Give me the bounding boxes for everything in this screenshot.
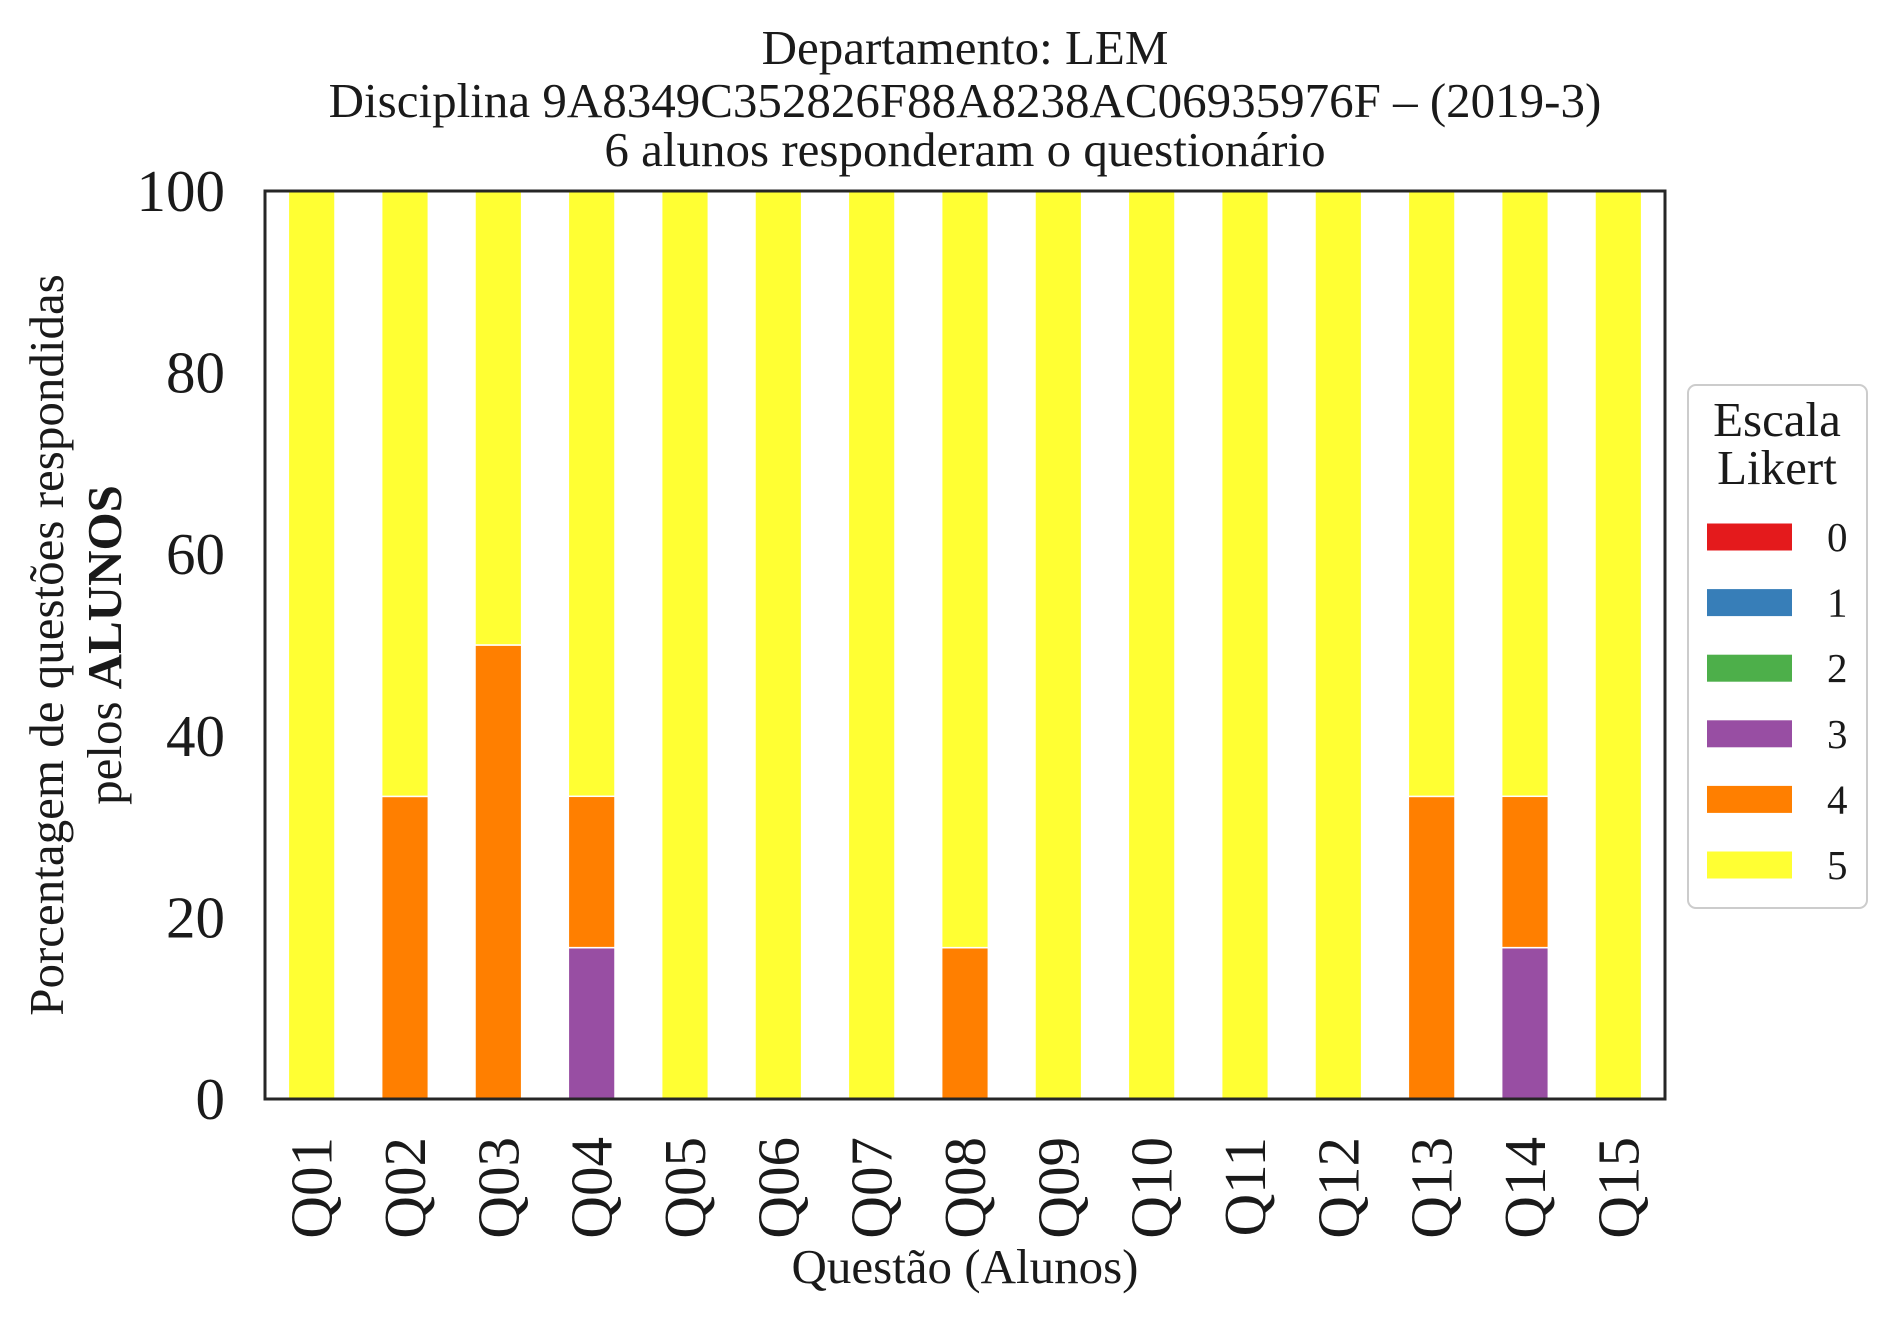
x-axis-label: Questão (Alunos): [791, 1239, 1138, 1294]
y-axis-label-line2-bold: ALUNOS: [77, 485, 132, 689]
x-tick-label-Q04: Q04: [559, 1137, 625, 1239]
legend-label-3: 3: [1827, 711, 1848, 757]
y-tick-label-60: 60: [166, 521, 225, 587]
legend-title-line2: Likert: [1717, 440, 1837, 495]
legend-entries: 0 1 2 3 4 5: [1707, 514, 1848, 888]
x-tick-label-Q13: Q13: [1399, 1137, 1465, 1239]
bar-Q02-likert-5: [380, 190, 430, 798]
legend-label-4: 4: [1827, 776, 1848, 822]
bar-Q08-likert-5: [940, 190, 990, 949]
bar-Q12-likert-5: [1314, 190, 1363, 1100]
bar-Q03-likert-5: [474, 190, 523, 646]
x-tick-label-Q11: Q11: [1212, 1137, 1278, 1236]
bar-Q14-likert-4: [1500, 795, 1550, 949]
x-tick-label-Q09: Q09: [1025, 1137, 1091, 1239]
legend-swatch-2: [1707, 654, 1792, 682]
bar-Q13-likert-4: [1407, 795, 1456, 1100]
y-axis-label: Porcentagem de questões respondidas pelo…: [19, 274, 132, 1016]
bar-Q11-likert-5: [1220, 190, 1270, 1100]
legend-label-1: 1: [1827, 580, 1848, 626]
legend-title-line1: Escala: [1713, 392, 1841, 447]
legend-entry-2: 2: [1707, 645, 1848, 691]
legend-entry-1: 1: [1707, 580, 1848, 626]
legend-label-5: 5: [1827, 842, 1848, 888]
x-tick-label-Q10: Q10: [1119, 1137, 1185, 1239]
chart-title: Departamento: LEM Disciplina 9A8349C3528…: [329, 20, 1602, 177]
x-tick-label-Q03: Q03: [465, 1137, 531, 1239]
bar-Q04-likert-5: [567, 190, 616, 798]
legend-swatch-5: [1707, 851, 1792, 879]
legend-swatch-4: [1707, 785, 1792, 813]
legend-swatch-3: [1707, 720, 1792, 748]
bar-Q03-likert-4: [474, 644, 523, 1100]
y-axis-label-line1: Porcentagem de questões respondidas: [19, 274, 74, 1016]
bar-Q05-likert-5: [660, 190, 710, 1100]
bar-Q13-likert-5: [1407, 190, 1456, 798]
y-tick-label-0: 0: [196, 1066, 226, 1132]
bar-Q01-likert-5: [287, 190, 336, 1100]
legend-swatch-1: [1707, 589, 1792, 617]
y-tick-label-80: 80: [166, 340, 225, 406]
bar-Q04-likert-4: [567, 795, 616, 949]
y-axis-ticks: 0 20 40 60 80 100: [137, 158, 226, 1132]
bar-Q06-likert-5: [754, 190, 803, 1100]
bar-Q08-likert-4: [940, 946, 990, 1100]
bars-group: [287, 190, 1643, 1100]
legend-label-2: 2: [1827, 645, 1848, 691]
bar-Q15-likert-5: [1594, 190, 1643, 1100]
title-line-respondents: 6 alunos responderam o questionário: [604, 122, 1325, 177]
legend-entry-5: 5: [1707, 842, 1848, 888]
x-tick-label-Q12: Q12: [1305, 1137, 1371, 1239]
legend-entry-3: 3: [1707, 711, 1848, 757]
bar-Q09-likert-5: [1034, 190, 1083, 1100]
bar-Q14-likert-3: [1500, 946, 1550, 1100]
x-tick-label-Q01: Q01: [279, 1137, 345, 1239]
title-line-department: Departamento: LEM: [762, 20, 1169, 75]
legend-swatch-0: [1707, 523, 1792, 551]
bar-Q14-likert-5: [1500, 190, 1550, 798]
x-tick-label-Q15: Q15: [1585, 1137, 1651, 1239]
x-tick-label-Q07: Q07: [839, 1137, 905, 1239]
title-line-discipline: Disciplina 9A8349C352826F88A8238AC069359…: [329, 73, 1602, 128]
y-tick-label-40: 40: [166, 703, 225, 769]
y-axis-label-line2: pelos ALUNOS: [77, 485, 132, 805]
legend-entry-0: 0: [1707, 514, 1848, 560]
bar-Q10-likert-5: [1127, 190, 1176, 1100]
plot-frame: [263, 189, 1667, 1101]
x-tick-label-Q02: Q02: [372, 1137, 438, 1239]
bar-Q02-likert-4: [380, 795, 430, 1100]
y-tick-label-100: 100: [137, 158, 226, 224]
x-tick-label-Q14: Q14: [1492, 1137, 1558, 1239]
legend: Escala Likert 0 1 2 3 4 5: [1687, 384, 1868, 909]
bar-Q07-likert-5: [847, 190, 896, 1100]
x-tick-label-Q05: Q05: [652, 1137, 718, 1239]
x-tick-label-Q08: Q08: [932, 1137, 998, 1239]
legend-entry-4: 4: [1707, 776, 1848, 822]
y-tick-label-20: 20: [166, 884, 225, 950]
x-axis-ticks: Q01 Q02 Q03 Q04 Q05 Q06 Q07 Q08 Q09 Q10 Q11 Q12 Q13 Q…: [279, 1137, 1652, 1239]
legend-label-0: 0: [1827, 514, 1848, 560]
y-axis-label-line2-prefix: pelos: [77, 701, 132, 804]
x-tick-label-Q06: Q06: [745, 1137, 811, 1239]
legend-frame: [1687, 384, 1868, 909]
bar-Q04-likert-3: [567, 946, 616, 1100]
